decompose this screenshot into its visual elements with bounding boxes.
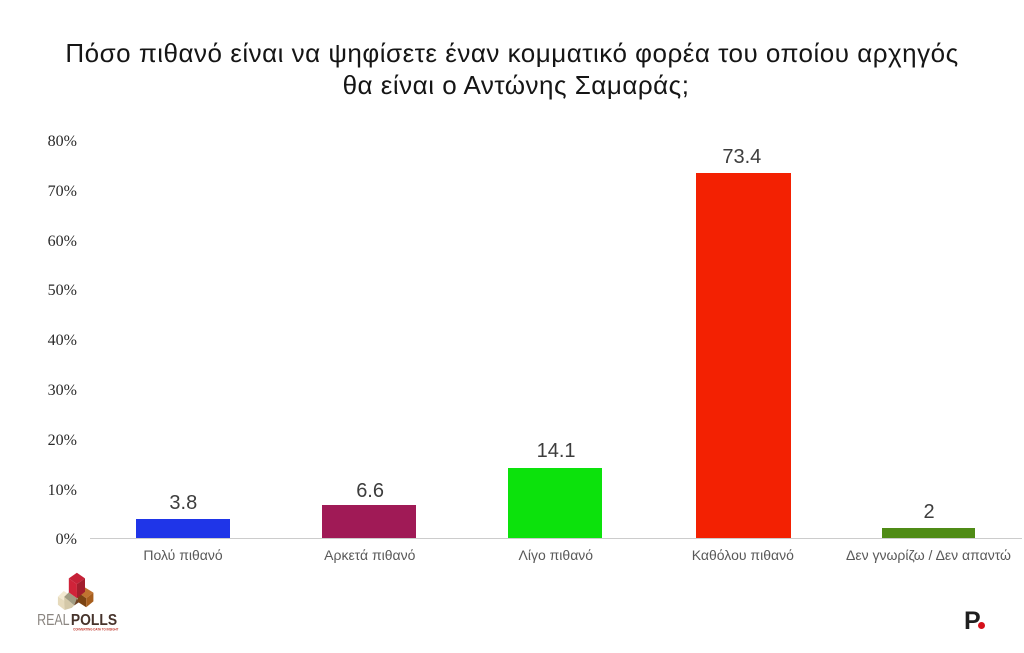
svg-text:POLLS: POLLS (71, 612, 117, 629)
svg-text:REAL: REAL (37, 612, 70, 629)
svg-text:CONVERTING DATA TO INSIGHT: CONVERTING DATA TO INSIGHT (73, 626, 119, 631)
